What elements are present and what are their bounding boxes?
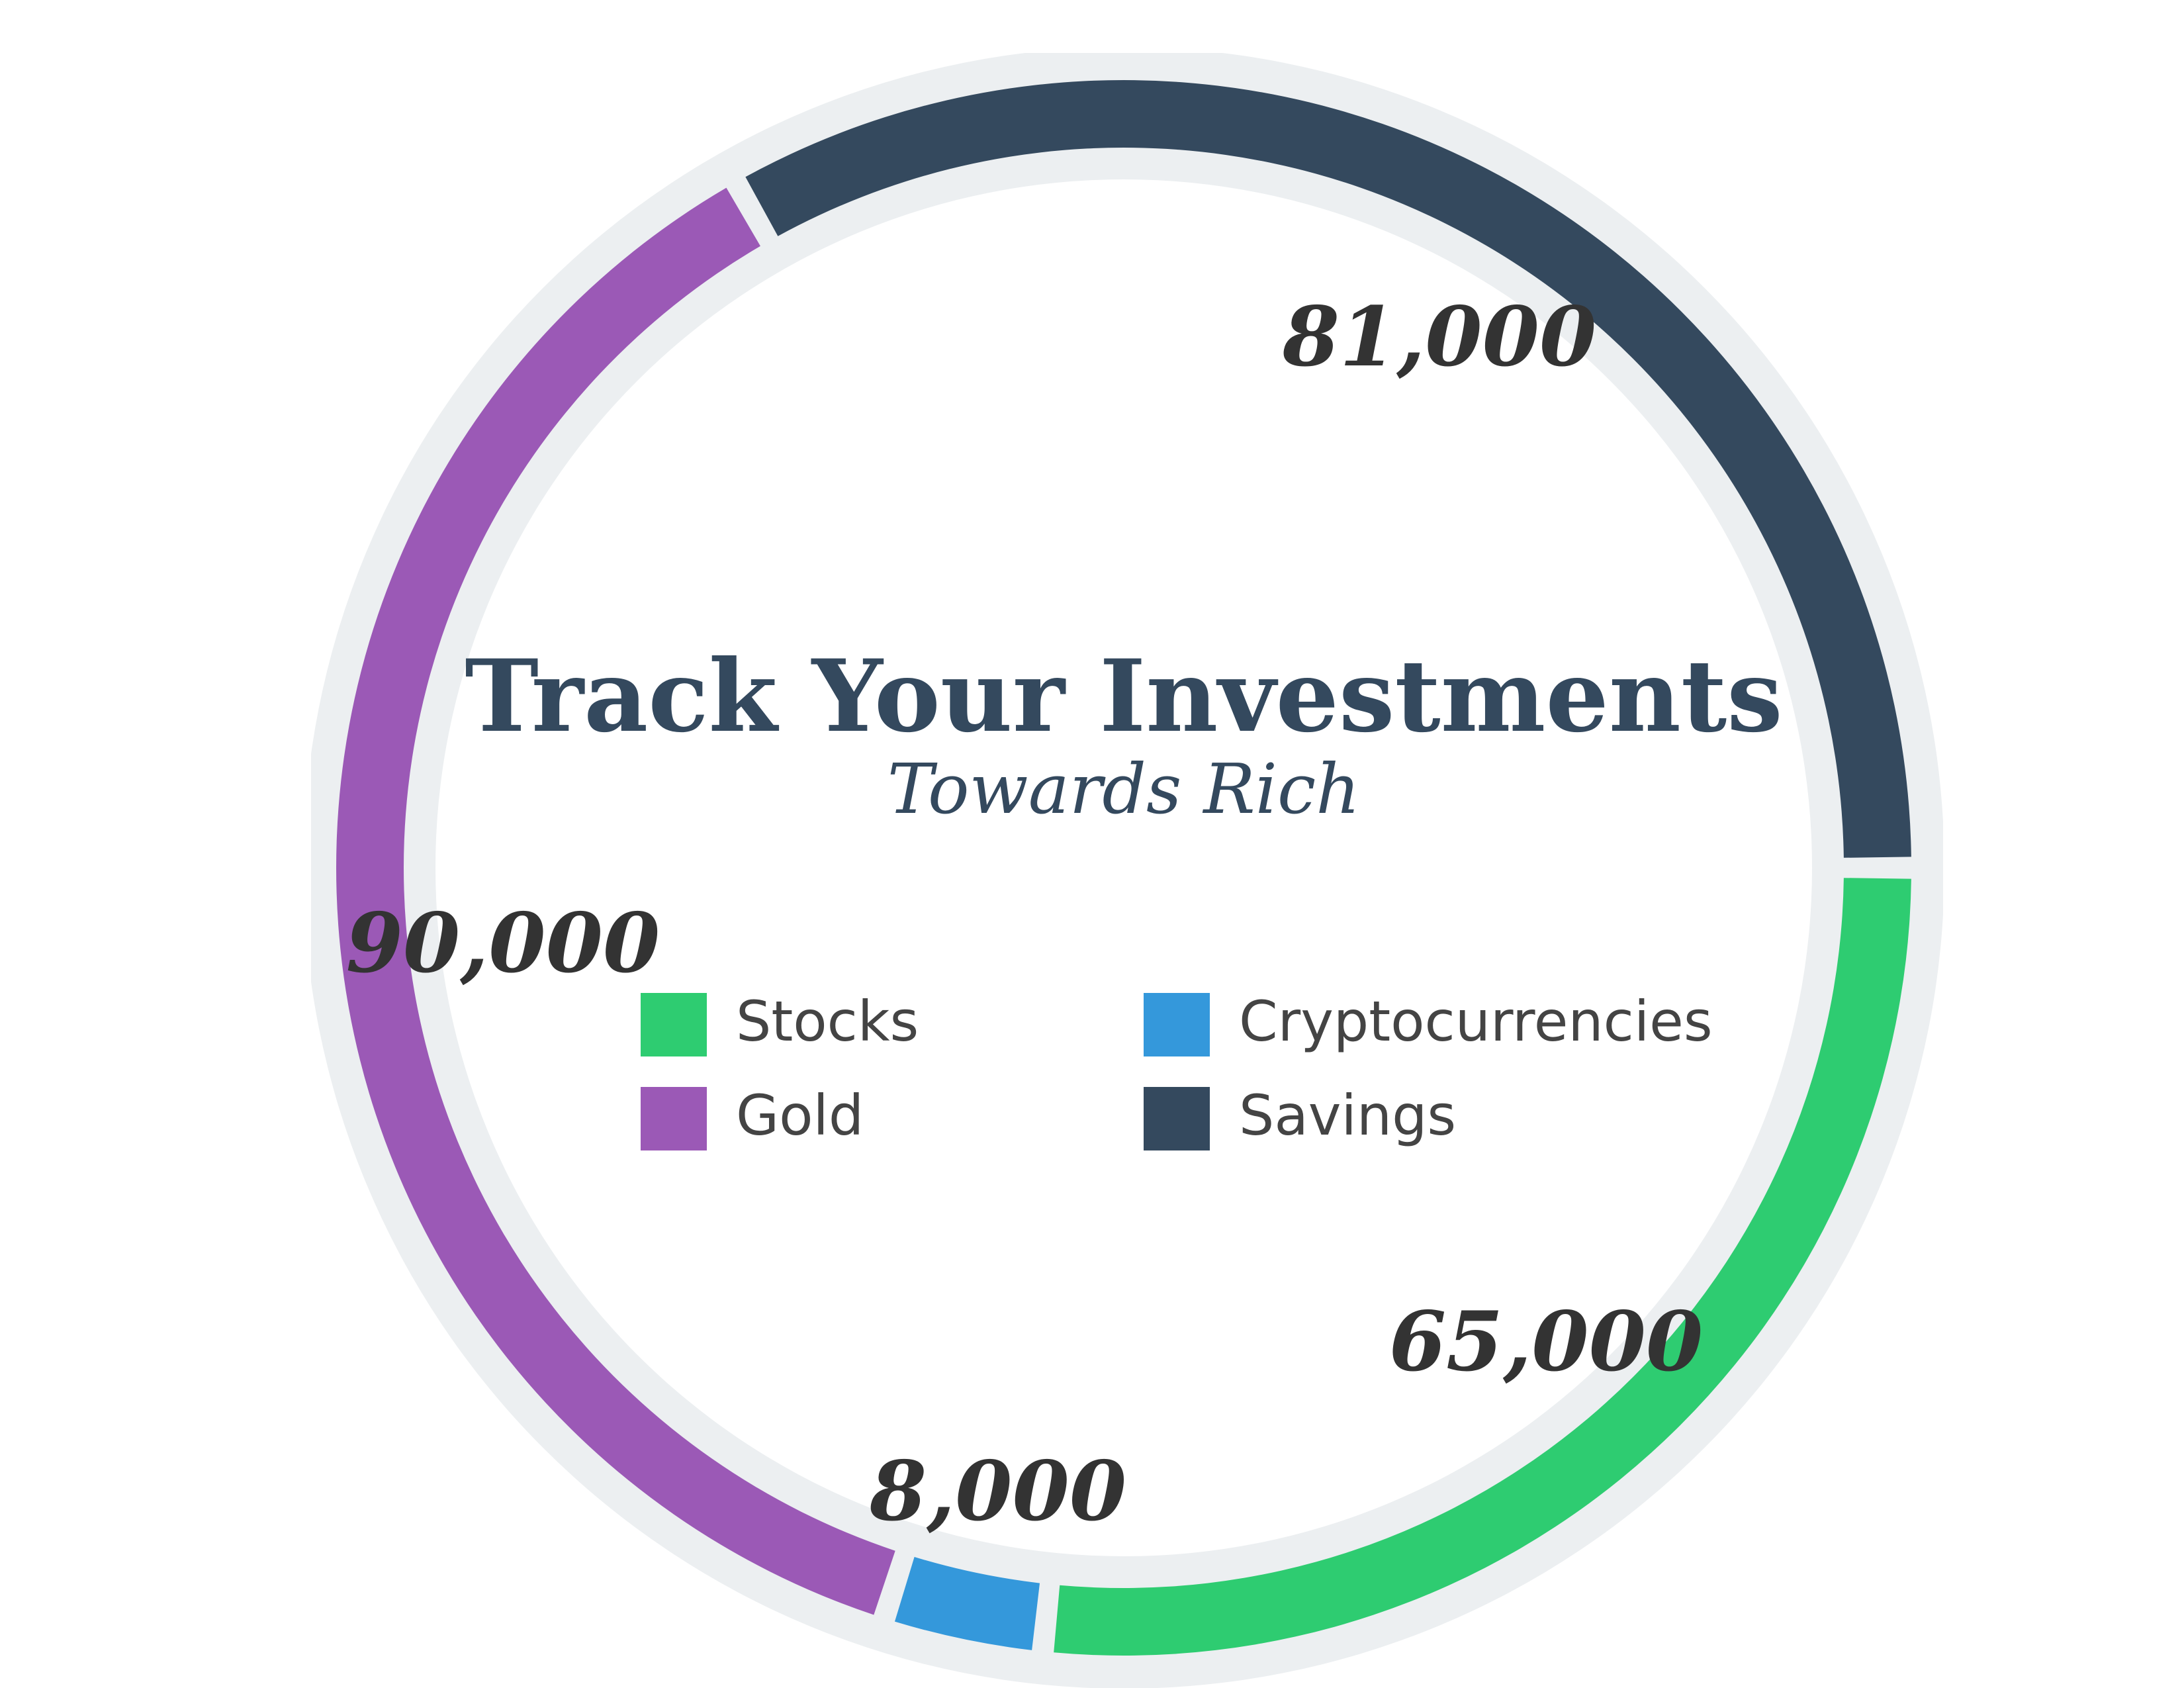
ring-inner-hole bbox=[435, 179, 1812, 1556]
donut-ring bbox=[311, 53, 1943, 1688]
legend-swatch-cryptocurrencies bbox=[1144, 993, 1210, 1056]
legend: Stocks Cryptocurrencies Gold Savings bbox=[641, 989, 1713, 1150]
legend-swatch-savings bbox=[1144, 1087, 1210, 1150]
legend-label-gold: Gold bbox=[736, 1083, 864, 1148]
slice-stocks[interactable] bbox=[1054, 878, 1911, 1656]
legend-item-cryptocurrencies: Cryptocurrencies bbox=[1144, 989, 1713, 1056]
legend-item-savings: Savings bbox=[1144, 1083, 1456, 1150]
legend-label-savings: Savings bbox=[1239, 1083, 1456, 1148]
legend-item-stocks: Stocks bbox=[641, 989, 919, 1056]
legend-item-gold: Gold bbox=[641, 1083, 864, 1150]
value-label-gold: 90,000 bbox=[346, 896, 660, 992]
legend-label-cryptocurrencies: Cryptocurrencies bbox=[1239, 989, 1713, 1054]
slice-savings[interactable] bbox=[745, 79, 1911, 858]
slices-group bbox=[336, 79, 1911, 1656]
slice-cryptocurrencies[interactable] bbox=[894, 1556, 1040, 1650]
chart-title: Track Your Investments bbox=[465, 638, 1782, 755]
value-labels: 65,000 8,000 90,000 81,000 bbox=[346, 289, 1704, 1540]
value-label-cryptocurrencies: 8,000 bbox=[869, 1444, 1126, 1540]
legend-swatch-stocks bbox=[641, 993, 707, 1056]
value-label-savings: 81,000 bbox=[1282, 289, 1597, 385]
slice-gold[interactable] bbox=[336, 187, 895, 1615]
value-label-stocks: 65,000 bbox=[1389, 1294, 1704, 1390]
legend-swatch-gold bbox=[641, 1087, 707, 1150]
chart-subtitle: Towards Rich bbox=[887, 749, 1360, 829]
legend-label-stocks: Stocks bbox=[736, 989, 919, 1054]
